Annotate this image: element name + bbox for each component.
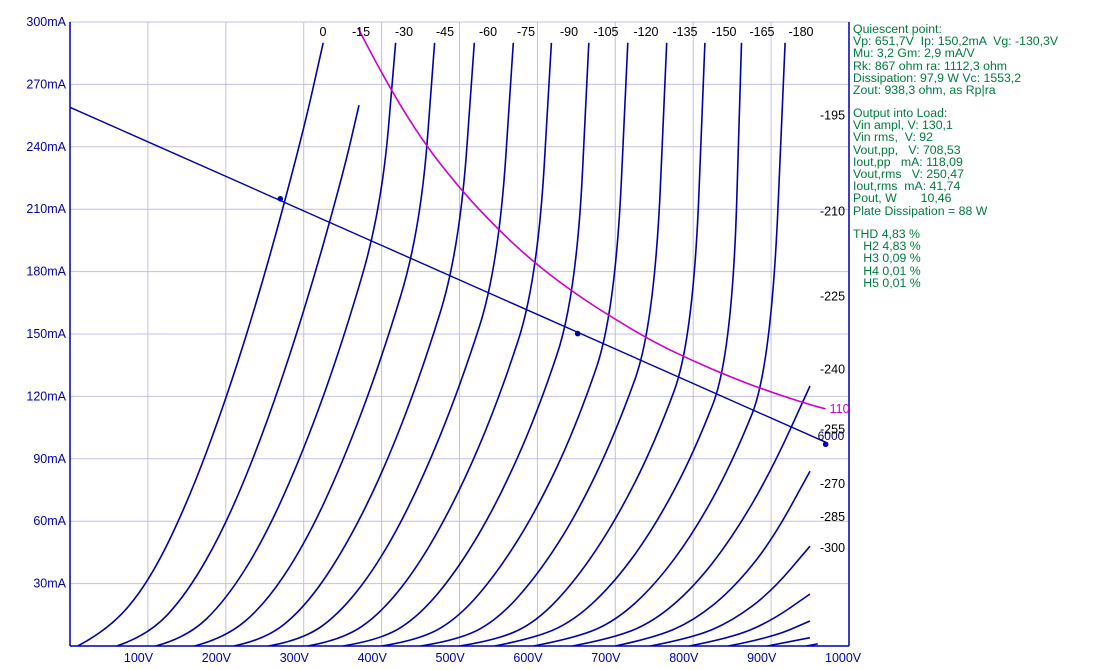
plate-curve: [268, 42, 515, 646]
grid-voltage-label: -225: [820, 290, 845, 304]
info-line: Vout,pp, V: 708,53: [853, 142, 961, 157]
info-line: Iout,rms mA: 41,74: [853, 179, 961, 194]
grid-voltage-label: -75: [517, 25, 535, 39]
info-line: Dissipation: 97,9 W Vc: 1553,2: [853, 70, 1022, 85]
grid-voltage-label: -210: [820, 204, 845, 218]
grid-voltage-label: -180: [788, 25, 813, 39]
grid-voltage-label: -120: [633, 25, 658, 39]
plate-curve: [494, 42, 743, 646]
info-line: Zout: 938,3 ohm, as Rp|ra: [853, 82, 996, 97]
x-tick-label: 300V: [280, 651, 310, 665]
x-tick-label: 1000V: [825, 651, 862, 665]
info-line: Plate Dissipation = 88 W: [853, 203, 988, 218]
plate-curve: [420, 42, 668, 646]
plate-curve: [533, 42, 786, 646]
info-line: H2 4,83 %: [853, 239, 921, 254]
grid-voltage-label: -45: [436, 25, 454, 39]
grid-voltage-label: -300: [820, 541, 845, 555]
plate-curve: [689, 593, 811, 646]
x-tick-label: 800V: [669, 651, 699, 665]
load-line-label: 6000: [818, 429, 845, 443]
grid-voltage-label: -240: [820, 362, 845, 376]
y-tick-label: 210mA: [26, 202, 66, 216]
operating-point: [822, 441, 829, 448]
grid-voltage-label: -285: [820, 510, 845, 524]
y-tick-label: 240mA: [26, 140, 66, 154]
info-line: Rk: 867 ohm ra: 1112,3 ohm: [853, 58, 1008, 73]
y-tick-label: 60mA: [33, 514, 66, 528]
y-tick-label: 120mA: [26, 389, 66, 403]
info-line: Vin rms, V: 92: [853, 130, 933, 145]
info-line: Iout,pp mA: 118,09: [853, 154, 963, 169]
operating-point: [277, 196, 284, 202]
grid-voltage-label: -165: [749, 25, 774, 39]
grid-voltage-label: -30: [395, 25, 413, 39]
grid-voltage-label: -60: [479, 25, 497, 39]
plate-curve: [728, 620, 811, 646]
x-tick-label: 700V: [591, 651, 621, 665]
plate-curve: [459, 42, 706, 646]
overlays: [69, 27, 829, 448]
output-info-panel: Output into Load: Vin ampl, V: 130,1 Vin r…: [853, 107, 987, 217]
distortion-info-panel: THD 4,83 % H2 4,83 % H3 0,09 % H4 0,01 %…: [853, 228, 921, 289]
x-tick-label: 500V: [436, 651, 466, 665]
info-line: Output into Load:: [853, 106, 948, 120]
plate-curve: [194, 42, 436, 646]
info-line: Vp: 651,7V Ip: 150,2mA Vg: -130,3V: [853, 34, 1059, 49]
plate-curve: [116, 105, 360, 646]
plate-curve: [767, 636, 811, 646]
y-tick-label: 90mA: [33, 452, 66, 466]
labels: 100V 200V 300V 400V 500V 600V 700V 800V 900V 1000…: [26, 15, 861, 665]
grid-voltage-label: -90: [560, 25, 578, 39]
grid-voltage-label: -150: [711, 25, 736, 39]
y-tick-label: 180mA: [26, 265, 66, 279]
info-line: THD 4,83 %: [853, 227, 920, 241]
info-line: H5 0,01 %: [853, 275, 921, 290]
x-tick-label: 900V: [747, 651, 777, 665]
grid-voltage-label: -255: [820, 423, 845, 437]
grid-voltage-label: -15: [352, 25, 370, 39]
y-tick-label: 270mA: [26, 77, 66, 91]
info-line: Quiescent point:: [853, 22, 942, 36]
grid-voltage-label: -270: [820, 477, 845, 491]
y-tick-label: 300mA: [26, 15, 66, 29]
plate-curves: [77, 42, 818, 646]
info-line: H4 0,01 %: [853, 263, 921, 278]
dissipation-curve: [357, 27, 826, 410]
plate-curve: [307, 42, 553, 646]
dissipation-curve-label: 110: [830, 402, 850, 416]
grid-voltage-label: 0: [320, 25, 327, 39]
x-tick-label: 200V: [202, 651, 232, 665]
grid: [70, 21, 850, 646]
grid-voltage-label: -135: [672, 25, 697, 39]
plate-curve: [572, 385, 811, 646]
quiescent-info-panel: Quiescent point: Vp: 651,7V Ip: 150,2mA V…: [853, 23, 1058, 96]
info-line: Mu: 3,2 Gm: 2,9 mA/V: [853, 46, 975, 61]
grid-voltage-label: -105: [593, 25, 618, 39]
plate-curve: [615, 470, 811, 646]
info-line: Vout,rms V: 250,47: [853, 166, 964, 181]
plate-curve: [77, 42, 324, 646]
plate-curve: [650, 545, 811, 646]
info-line: Pout, W 10,46: [853, 191, 952, 206]
plate-curve: [155, 42, 397, 646]
axes: [69, 22, 850, 647]
plate-curve: [381, 42, 629, 646]
y-tick-label: 30mA: [33, 577, 66, 591]
grid-voltage-label: -195: [820, 109, 845, 123]
info-line: Vin ampl, V: 130,1: [853, 118, 953, 133]
info-line: H3 0,09 %: [853, 251, 921, 266]
y-tick-label: 150mA: [26, 327, 66, 341]
load-line: [69, 106, 826, 443]
x-tick-label: 400V: [358, 651, 388, 665]
plate-curve: [342, 42, 590, 646]
operating-point: [574, 330, 581, 337]
plate-curve: [233, 42, 476, 646]
x-tick-label: 100V: [124, 651, 154, 665]
x-tick-label: 600V: [513, 651, 543, 665]
